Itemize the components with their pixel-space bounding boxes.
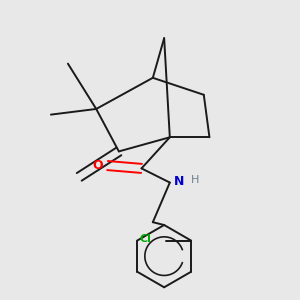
Text: O: O <box>92 159 103 172</box>
Text: Cl: Cl <box>140 234 152 244</box>
Text: N: N <box>174 175 184 188</box>
Text: H: H <box>191 175 200 185</box>
